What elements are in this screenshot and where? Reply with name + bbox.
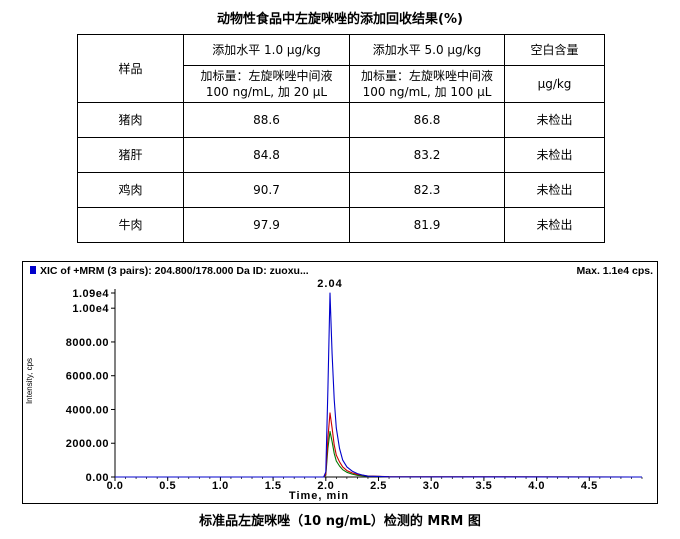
x-tick-label: 0.5: [159, 480, 176, 492]
y-tick-label: 8000.00: [66, 337, 109, 349]
chart-header-left: XIC of +MRM (3 pairs): 204.800/178.000 D…: [40, 265, 309, 277]
row-sample: 猪肉: [77, 102, 184, 138]
chart-header-right: Max. 1.1e4 cps.: [577, 265, 654, 277]
y-tick-label: 1.09e4: [72, 288, 109, 300]
chromatogram-series-line: [115, 292, 643, 478]
y-tick-label: 2000.00: [66, 438, 109, 450]
table-row: 牛肉 97.9 81.9 未检出: [77, 207, 605, 243]
mrm-chart: XIC of +MRM (3 pairs): 204.800/178.000 D…: [22, 261, 658, 504]
x-axis: 0.0 0.5 1.0 1.5 2.0 2.5 3.0 3.5 4.0 4.5: [107, 476, 643, 492]
row-level2: 82.3: [349, 172, 505, 208]
peak-label: 2.04: [317, 278, 342, 290]
row-level2: 83.2: [349, 137, 505, 173]
level2-subheader: 加标量：左旋咪唑中间液 100 ng/mL, 加 100 μL: [349, 65, 505, 103]
level2-sub-line2: 100 ng/mL, 加 100 μL: [362, 85, 492, 99]
level1-subheader: 加标量：左旋咪唑中间液 100 ng/mL, 加 20 μL: [183, 65, 350, 103]
y-tick-label: 6000.00: [66, 371, 109, 383]
chromatogram-traces: [115, 292, 643, 478]
level1-header: 添加水平 1.0 μg/kg: [183, 34, 350, 66]
table-title: 动物性食品中左旋咪唑的添加回收结果(%): [217, 12, 463, 27]
chromatogram-series-line: [115, 412, 643, 478]
level2-header: 添加水平 5.0 μg/kg: [349, 34, 505, 66]
x-tick-label: 4.5: [581, 480, 598, 492]
mrm-chart-svg: XIC of +MRM (3 pairs): 204.800/178.000 D…: [22, 261, 658, 504]
y-tick-label: 4000.00: [66, 404, 109, 416]
table-row: 鸡肉 90.7 82.3 未检出: [77, 172, 605, 208]
row-blank: 未检出: [504, 137, 605, 173]
table-subheader-row: 加标量：左旋咪唑中间液 100 ng/mL, 加 20 μL 加标量：左旋咪唑中…: [78, 65, 605, 103]
y-axis: 0.00 2000.00 4000.00 6000.00 8000.00 1.00e4 1.…: [66, 288, 116, 484]
row-sample: 牛肉: [77, 207, 184, 243]
x-tick-label: 0.0: [107, 480, 124, 492]
x-tick-label: 2.5: [370, 480, 387, 492]
row-sample: 猪肝: [77, 137, 184, 173]
row-level1: 84.8: [183, 137, 350, 173]
y-axis-label: Intensity, cps: [25, 358, 34, 404]
level1-sub-line2: 100 ng/mL, 加 20 μL: [205, 85, 328, 99]
row-sample: 鸡肉: [77, 172, 184, 208]
table-row: 猪肉 88.6 86.8 未检出: [77, 102, 605, 138]
row-level2: 86.8: [349, 102, 505, 138]
x-axis-label: Time, min: [289, 490, 349, 502]
sample-header: 样品: [77, 34, 184, 103]
legend-marker: [30, 266, 36, 274]
row-blank: 未检出: [504, 207, 605, 243]
row-level1: 97.9: [183, 207, 350, 243]
table-row: 猪肝 84.8 83.2 未检出: [77, 137, 605, 173]
level2-sub-line1: 加标量：左旋咪唑中间液: [360, 69, 493, 83]
x-tick-label: 4.0: [528, 480, 545, 492]
blank-header: 空白含量: [504, 34, 605, 66]
x-tick-label: 3.0: [423, 480, 440, 492]
x-tick-label: 2.0: [317, 480, 334, 492]
x-tick-label: 1.5: [265, 480, 282, 492]
recovery-table: 样品 添加水平 1.0 μg/kg 添加水平 5.0 μg/kg 空白含量 加标…: [77, 34, 605, 243]
row-blank: 未检出: [504, 102, 605, 138]
chart-frame: [22, 261, 658, 504]
y-tick-label: 1.00e4: [72, 303, 109, 315]
chart-caption: 标准品左旋咪唑（10 ng/mL）检测的 MRM 图: [199, 514, 481, 529]
table-header-row: 样品 添加水平 1.0 μg/kg 添加水平 5.0 μg/kg 空白含量: [77, 34, 605, 103]
row-level2: 81.9: [349, 207, 505, 243]
x-tick-label: 1.0: [212, 480, 229, 492]
y-tick-label: 0.00: [86, 472, 109, 484]
x-tick-label: 3.5: [476, 480, 493, 492]
row-level1: 88.6: [183, 102, 350, 138]
chromatogram-series-line: [115, 430, 643, 478]
level1-sub-line1: 加标量：左旋咪唑中间液: [200, 69, 333, 83]
blank-unit: μg/kg: [504, 65, 605, 103]
row-blank: 未检出: [504, 172, 605, 208]
row-level1: 90.7: [183, 172, 350, 208]
